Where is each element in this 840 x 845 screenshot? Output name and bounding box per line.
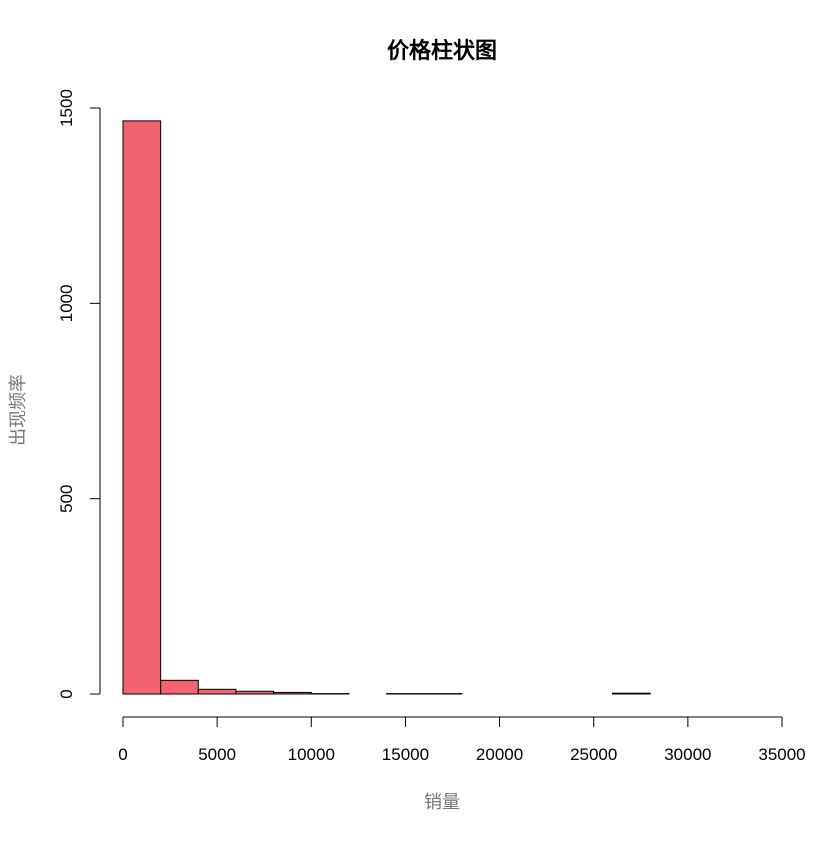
y-tick-label: 500 <box>57 484 76 512</box>
histogram-bar <box>198 689 236 694</box>
x-tick-label: 10000 <box>288 745 335 764</box>
x-tick-label: 20000 <box>476 745 523 764</box>
x-axis: 0 5000 10000 15000 20000 25000 30000 35000 <box>118 717 805 764</box>
chart-title: 价格柱状图 <box>387 38 497 63</box>
histogram-bar <box>236 691 274 694</box>
histogram-bar <box>123 121 161 694</box>
bars-group <box>123 121 650 694</box>
histogram-bar <box>161 680 199 694</box>
y-tick-label: 1000 <box>57 284 76 322</box>
y-tick-label: 0 <box>57 689 76 698</box>
y-axis-title: 出现频率 <box>8 374 28 446</box>
x-tick-label: 15000 <box>382 745 429 764</box>
x-tick-label: 35000 <box>758 745 805 764</box>
histogram-bar <box>274 692 312 694</box>
x-tick-label: 5000 <box>198 745 236 764</box>
x-axis-title: 销量 <box>424 792 460 812</box>
y-axis: 0 500 1000 1500 <box>57 89 100 699</box>
x-tick-label: 0 <box>118 745 127 764</box>
y-tick-label: 1500 <box>57 89 76 127</box>
x-tick-label: 25000 <box>570 745 617 764</box>
x-tick-label: 30000 <box>664 745 711 764</box>
histogram-bar <box>613 693 651 694</box>
